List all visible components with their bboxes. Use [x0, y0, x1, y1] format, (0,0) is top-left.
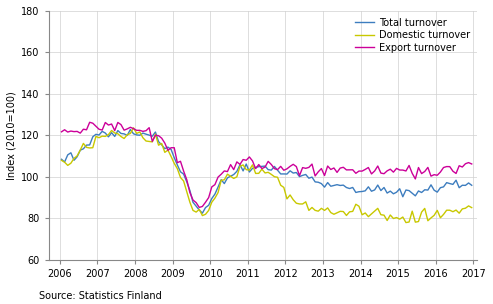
Export turnover — [87, 120, 93, 124]
Export turnover — [112, 129, 118, 133]
Total turnover — [397, 187, 403, 191]
Export turnover — [203, 200, 209, 204]
Domestic turnover — [469, 206, 475, 209]
Export turnover — [96, 127, 102, 131]
Domestic turnover — [131, 126, 137, 130]
Domestic turnover — [93, 135, 99, 138]
Export turnover — [469, 162, 475, 166]
Total turnover — [108, 131, 114, 134]
Line: Total turnover: Total turnover — [62, 130, 472, 213]
Domestic turnover — [187, 200, 193, 204]
Total turnover — [203, 206, 209, 209]
Export turnover — [393, 167, 399, 170]
Total turnover — [393, 190, 399, 194]
Total turnover — [469, 183, 475, 187]
Line: Domestic turnover: Domestic turnover — [62, 128, 472, 223]
Line: Export turnover: Export turnover — [62, 122, 472, 207]
Export turnover — [397, 168, 403, 172]
Total turnover — [59, 157, 65, 161]
Total turnover — [200, 211, 206, 215]
Export turnover — [187, 191, 193, 194]
Total turnover — [187, 189, 193, 192]
Legend: Total turnover, Domestic turnover, Export turnover: Total turnover, Domestic turnover, Expor… — [353, 16, 472, 54]
Domestic turnover — [200, 214, 206, 217]
Total turnover — [93, 133, 99, 136]
Domestic turnover — [59, 158, 65, 162]
Export turnover — [59, 130, 65, 134]
Y-axis label: Index (2010=100): Index (2010=100) — [7, 91, 17, 180]
Text: Source: Statistics Finland: Source: Statistics Finland — [39, 291, 162, 301]
Total turnover — [127, 128, 133, 131]
Domestic turnover — [390, 217, 396, 220]
Export turnover — [196, 206, 202, 209]
Domestic turnover — [108, 129, 114, 132]
Domestic turnover — [393, 216, 399, 219]
Domestic turnover — [403, 221, 409, 224]
